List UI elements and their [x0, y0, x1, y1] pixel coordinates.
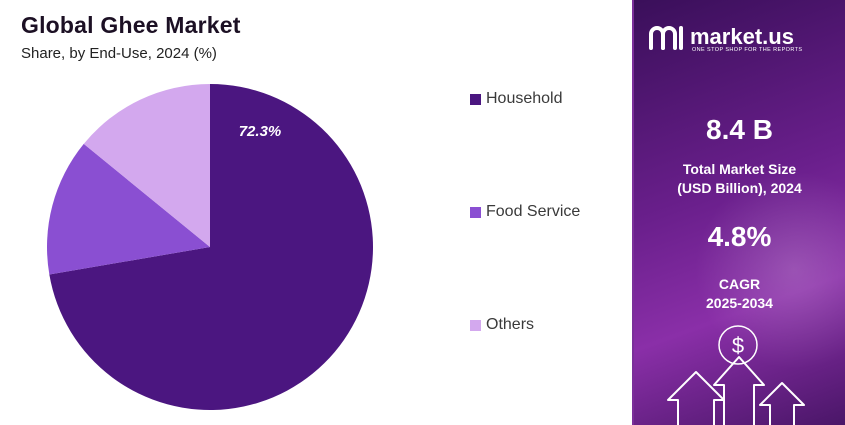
chart-subtitle: Share, by End-Use, 2024 (%): [21, 45, 217, 62]
brand-name: market.us: [690, 24, 794, 49]
growth-arrows-decoration: $: [667, 325, 805, 425]
legend-swatch-others: [470, 319, 481, 331]
chart-panel: Global Ghee Market Share, by End-Use, 20…: [21, 12, 581, 410]
cagr-value: 4.8%: [707, 221, 772, 252]
legend-label-food-service: Food Service: [486, 203, 581, 220]
growth-arrow-icon: [667, 371, 725, 425]
brand-logo: market.us: [648, 22, 794, 52]
legend-swatch-food-service: [470, 206, 481, 218]
chart-title: Global Ghee Market: [21, 12, 241, 38]
market-size-label-line2: (USD Billion), 2024: [677, 180, 802, 196]
dollar-circle-icon: [718, 325, 758, 365]
data-label-household: 72.3%: [239, 123, 282, 140]
legend-label-household: Household: [486, 90, 563, 107]
stats-panel: market.us ONE STOP SHOP FOR THE REPORTS …: [634, 0, 845, 425]
legend-label-others: Others: [486, 316, 535, 333]
background-glow: [694, 170, 845, 370]
pie-slice-food-service: [47, 143, 210, 275]
market-size-label-line1: Total Market Size: [682, 161, 797, 177]
dollar-icon: $: [732, 333, 744, 358]
market-us-logo-icon: [649, 26, 683, 50]
pie-slice-household: [49, 84, 373, 410]
legend-swatch-household: [470, 93, 481, 105]
growth-arrow-icon: [713, 356, 765, 425]
pie-chart: 72.3%: [47, 84, 373, 410]
cagr-label: CAGR: [718, 276, 761, 292]
panel-divider: [632, 0, 634, 425]
brand-tagline: ONE STOP SHOP FOR THE REPORTS: [692, 47, 803, 53]
pie-slice-others: [83, 84, 210, 247]
legend-item-household: Household: [470, 90, 563, 108]
growth-arrow-icon: [759, 382, 805, 425]
cagr-period: 2025-2034: [706, 295, 773, 311]
market-size-value: 8.4 B: [706, 114, 773, 145]
legend-item-food-service: Food Service: [470, 203, 580, 221]
legend-item-others: Others: [470, 316, 534, 334]
